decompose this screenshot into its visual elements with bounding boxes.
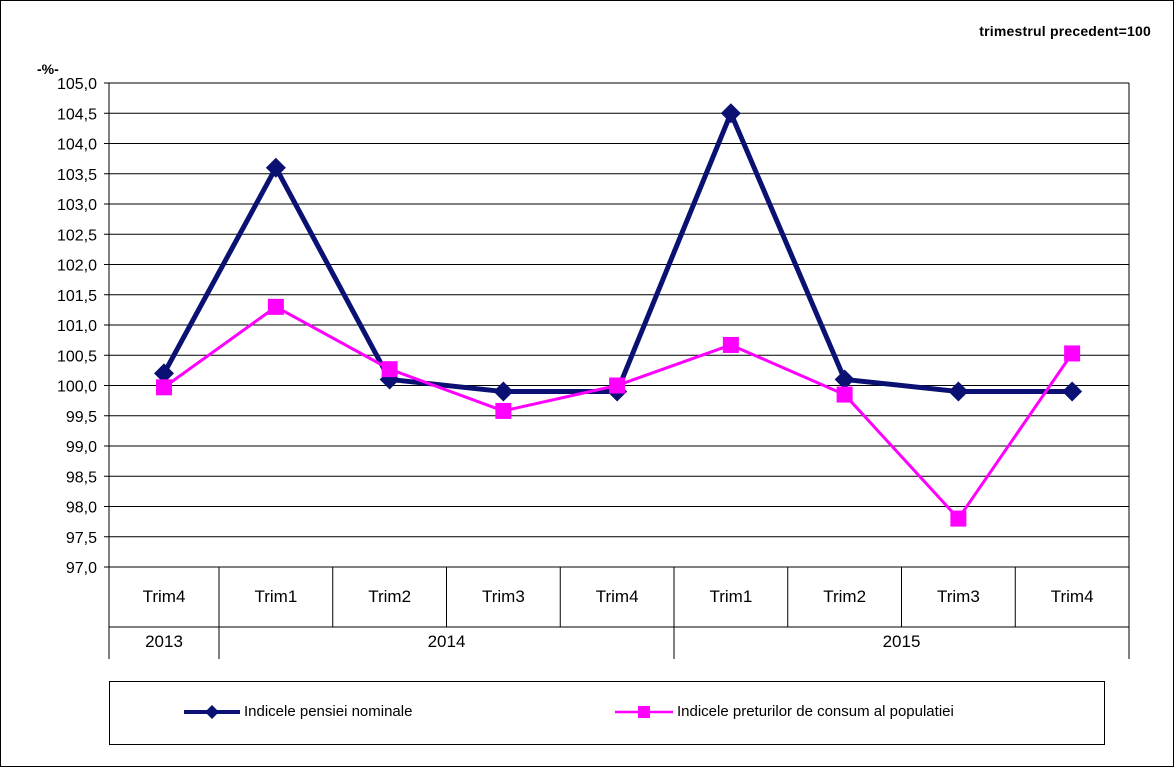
data-point-series-2 [1064, 345, 1081, 362]
data-point-series-2 [950, 510, 967, 527]
series-group [154, 103, 1083, 527]
data-point-series-1 [154, 363, 174, 384]
y-tick-label: 102,0 [57, 258, 97, 275]
data-point-series-1 [720, 103, 741, 124]
x-category-label: Trim2 [823, 587, 866, 606]
data-point-series-1 [265, 157, 286, 178]
y-tick-label: 97,0 [66, 560, 97, 577]
legend-label-series-1: Indicele pensiei nominale [244, 703, 413, 720]
data-point-series-2 [722, 336, 739, 353]
data-point-series-2 [156, 379, 172, 396]
y-axis-ticks: 97,0 97,5 98,0 98,5 99,0 99,5 100,0 100,5 101,0 1… [57, 76, 97, 577]
x-category-label: Trim1 [254, 587, 297, 606]
line-chart: 97,0 97,5 98,0 98,5 99,0 99,5 100,0 100,5 101,0 1… [57, 76, 1130, 659]
legend-item-series-2: Indicele preturilor de consum al populat… [613, 703, 954, 720]
legend-item-series-1: Indicele pensiei nominale [182, 703, 412, 720]
x-category-label: Trim3 [937, 587, 980, 606]
data-point-series-1 [948, 381, 969, 402]
y-tick-label: 105,0 [57, 76, 97, 93]
y-tick-label: 98,0 [66, 500, 97, 517]
x-category-label: Trim1 [709, 587, 752, 606]
x-category-label: Trim2 [368, 587, 411, 606]
y-tick-label: 99,0 [66, 439, 97, 456]
y-tick-label: 104,0 [57, 137, 97, 154]
y-tick-label: 99,5 [66, 409, 97, 426]
series-line-2 [163, 305, 1074, 521]
data-point-series-2 [267, 298, 284, 315]
y-tick-label: 102,5 [57, 227, 97, 244]
year-label: 2013 [145, 632, 183, 651]
grid-lines [104, 82, 1130, 568]
data-point-series-1 [834, 369, 855, 390]
y-unit-label: -%- [37, 61, 59, 77]
data-point-series-2 [495, 402, 512, 419]
legend-label-series-2: Indicele preturilor de consum al populat… [677, 703, 954, 720]
data-point-series-2 [609, 377, 626, 394]
x-axis-table: Trim4 Trim1 Trim2 Trim3 Trim4 Trim1 Trim2 Trim3… [108, 567, 1130, 659]
y-tick-label: 98,5 [66, 469, 97, 486]
y-tick-label: 100,0 [57, 379, 97, 396]
chart-note: trimestrul precedent=100 [979, 23, 1151, 39]
y-tick-label: 103,5 [57, 167, 97, 184]
legend-marker-square [615, 705, 673, 718]
y-tick-label: 100,5 [57, 348, 97, 365]
y-tick-label: 103,0 [57, 197, 97, 214]
year-label: 2015 [883, 632, 921, 651]
y-tick-label: 97,5 [66, 530, 97, 547]
data-point-series-2 [381, 361, 398, 378]
legend: Indicele pensiei nominale Indicele pretu… [109, 681, 1105, 745]
x-category-label: Trim3 [482, 587, 525, 606]
legend-marker-diamond [184, 704, 240, 719]
year-label: 2014 [428, 632, 466, 651]
data-point-series-1 [1062, 381, 1083, 402]
x-category-label: Trim4 [1051, 587, 1094, 606]
x-category-label: Trim4 [596, 587, 639, 606]
x-category-label: Trim4 [143, 587, 186, 606]
y-tick-label: 104,5 [57, 106, 97, 123]
data-point-series-2 [836, 386, 853, 403]
y-tick-label: 101,0 [57, 318, 97, 335]
y-tick-label: 101,5 [57, 288, 97, 305]
data-point-series-1 [493, 381, 514, 402]
series-line-1 [161, 110, 1073, 395]
